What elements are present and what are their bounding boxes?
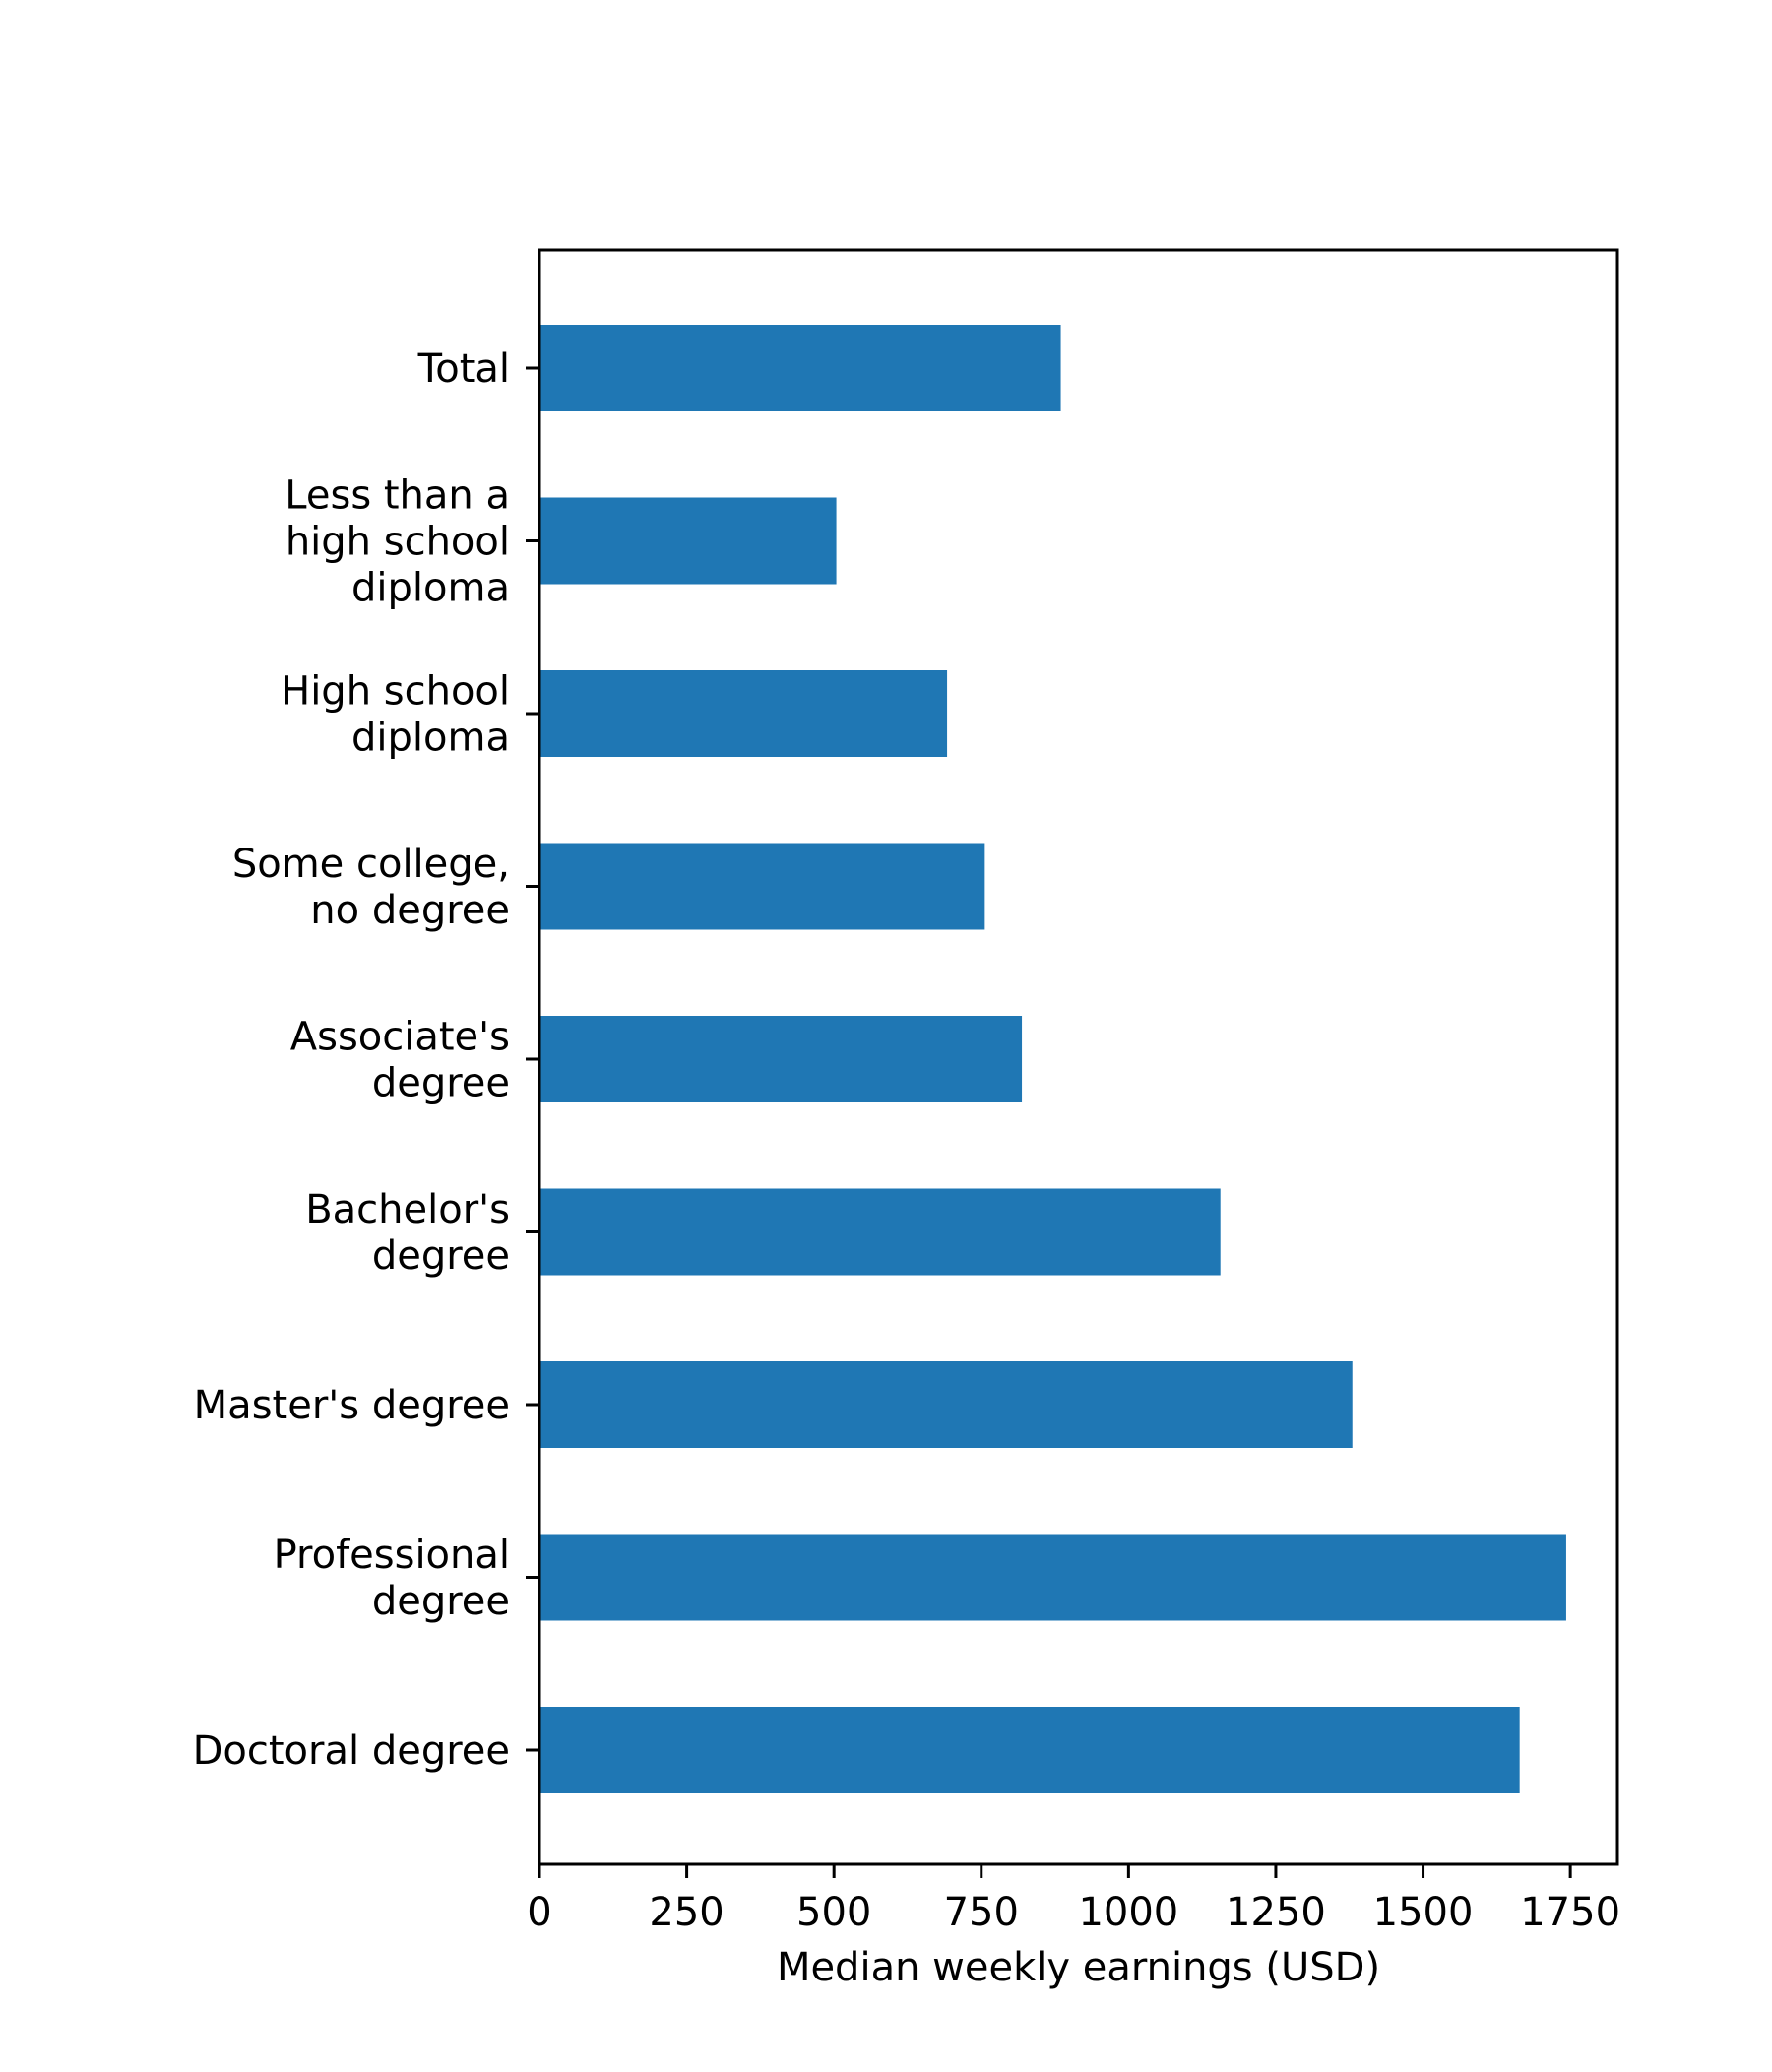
bar [539,1361,1353,1448]
y-tick-label: High school diploma [281,669,510,761]
y-tick-label-line: high school [285,520,510,565]
y-tick-label-line: diploma [351,566,510,611]
y-tick-label: Professional degree [274,1533,510,1624]
y-tick-label-line: Less than a [285,473,510,519]
y-tick-label-line: Professional [274,1533,510,1578]
y-tick-label-line: Doctoral degree [193,1728,510,1774]
y-tick-label: Associate's degree [290,1015,510,1106]
y-tick-label-line: no degree [310,888,510,933]
bar [539,325,1061,411]
y-tick-label: Doctoral degree [193,1728,510,1774]
y-tick-label: Less than a high school diploma [285,473,510,611]
x-tick-label: 0 [527,1890,551,1935]
plot-frame [538,248,1619,1866]
y-tick-label-line: degree [372,1579,510,1624]
x-tick-label: 1000 [1078,1890,1178,1935]
y-tick-label-line: degree [372,1233,510,1279]
y-tick-label-line: Associate's [290,1015,510,1060]
y-tick-label-line: diploma [351,716,510,761]
bar [539,497,837,585]
x-tick-label: 250 [649,1890,724,1935]
x-tick-label: 1500 [1373,1890,1474,1935]
y-tick-label: Master's degree [194,1383,510,1428]
bar [539,843,985,930]
y-tick-label-line: High school [281,669,510,715]
y-tick-label-line: Master's degree [194,1383,510,1428]
x-tick-label: 1750 [1520,1890,1620,1935]
x-tick-label: 500 [796,1890,871,1935]
x-tick-label: 1250 [1226,1890,1326,1935]
y-tick-label: Total [417,346,510,392]
y-tick-label: Bachelor's degree [305,1187,510,1279]
y-tick-label-line: Some college, [232,842,510,887]
bars [539,325,1566,1793]
x-axis: 0 250 500 750 1000 1250 1500 1750 [527,1864,1620,1935]
y-tick-label-line: Bachelor's [305,1187,510,1232]
y-tick-label: Some college, no degree [232,842,510,933]
bar [539,1707,1520,1793]
bar [539,1534,1566,1621]
x-axis-label: Median weekly earnings (USD) [777,1945,1380,1990]
bar [539,670,948,757]
x-tick-label: 750 [944,1890,1019,1935]
bar [539,1188,1221,1276]
y-tick-label-line: Total [417,346,510,392]
y-tick-label-line: degree [372,1061,510,1106]
bar [539,1016,1023,1102]
